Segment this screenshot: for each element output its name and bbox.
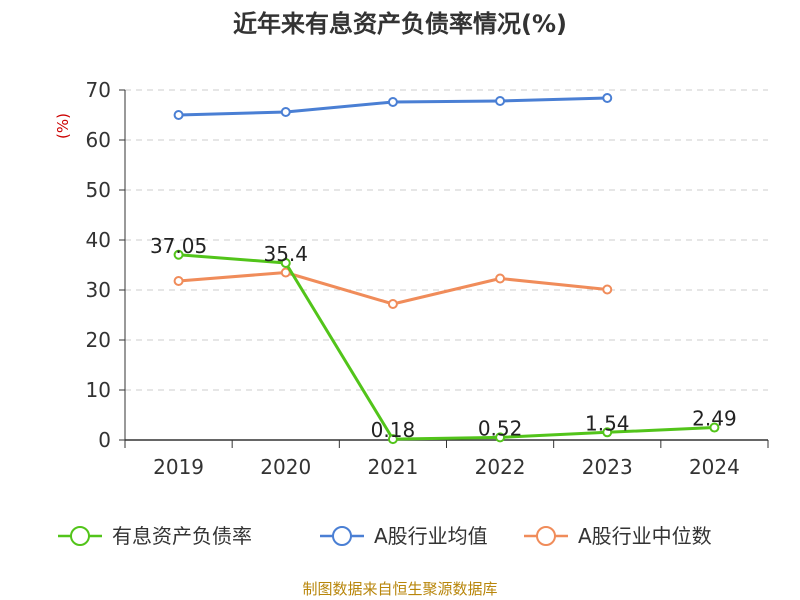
y-tick-label: 30 bbox=[86, 278, 111, 302]
y-tick-label: 40 bbox=[86, 228, 111, 252]
y-tick-label: 10 bbox=[86, 378, 111, 402]
data-point bbox=[495, 432, 506, 443]
data-point bbox=[602, 93, 613, 103]
data-point bbox=[173, 276, 184, 286]
data-point bbox=[709, 422, 720, 433]
data-label: 2.49 bbox=[692, 407, 737, 431]
legend-label: 有息资产负债率 bbox=[112, 524, 252, 548]
x-tick-label: 2021 bbox=[367, 455, 418, 479]
series-line-0 bbox=[178, 253, 715, 441]
data-point bbox=[387, 299, 398, 309]
data-point bbox=[602, 284, 613, 295]
y-tick-label: 20 bbox=[86, 328, 111, 352]
legend-item[interactable]: 有息资产负债率 bbox=[58, 524, 252, 548]
data-point bbox=[387, 434, 398, 445]
data-label: 0.52 bbox=[478, 416, 523, 440]
data-label: 0.18 bbox=[371, 418, 416, 442]
data-point bbox=[280, 107, 291, 117]
x-tick-label: 2019 bbox=[153, 455, 204, 479]
data-point bbox=[602, 427, 613, 438]
legend-label: A股行业均值 bbox=[374, 524, 488, 548]
data-point bbox=[173, 110, 184, 120]
x-tick-label: 2022 bbox=[475, 455, 526, 479]
x-tick-label: 2020 bbox=[260, 455, 311, 479]
legend-marker-icon bbox=[332, 526, 352, 546]
y-tick-label: 60 bbox=[86, 128, 111, 152]
data-point bbox=[280, 258, 291, 268]
chart-title: 近年来有息资产负债率情况(%) bbox=[233, 10, 567, 38]
data-label: 1.54 bbox=[585, 411, 630, 435]
x-tick-label: 2023 bbox=[582, 455, 633, 479]
data-point bbox=[495, 96, 506, 106]
legend-marker-icon bbox=[70, 526, 90, 546]
x-tick-label: 2024 bbox=[689, 455, 740, 479]
data-point bbox=[495, 273, 506, 284]
data-point bbox=[387, 97, 398, 107]
y-tick-label: 70 bbox=[86, 78, 111, 102]
y-tick-label: 0 bbox=[98, 428, 111, 452]
y-tick-label: 50 bbox=[86, 178, 111, 202]
source-note: 制图数据来自恒生聚源数据库 bbox=[302, 580, 497, 598]
y-axis-label: (%) bbox=[54, 113, 72, 139]
legend-label: A股行业中位数 bbox=[578, 524, 712, 548]
legend-item[interactable]: A股行业均值 bbox=[320, 524, 488, 548]
data-label: 35.4 bbox=[263, 242, 308, 266]
data-point bbox=[280, 267, 291, 278]
legend-item[interactable]: A股行业中位数 bbox=[524, 524, 712, 548]
data-label: 37.05 bbox=[150, 234, 207, 258]
data-point bbox=[173, 249, 184, 260]
legend-marker-icon bbox=[536, 526, 556, 546]
